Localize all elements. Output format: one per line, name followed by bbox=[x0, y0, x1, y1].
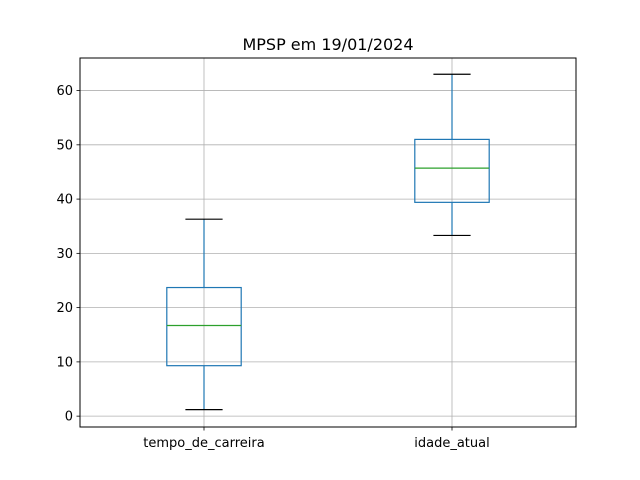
box-idade_atual bbox=[414, 73, 490, 237]
x-tick-label: idade_atual bbox=[414, 436, 489, 451]
y-tick-label: 0 bbox=[65, 410, 73, 425]
axes: 0 10 20 30 40 50 60 tempo_de_carreira idade_atua… bbox=[56, 84, 489, 451]
y-tick-label: 60 bbox=[56, 84, 73, 99]
chart-title: MPSP em 19/01/2024 bbox=[242, 35, 413, 54]
y-tick-label: 40 bbox=[56, 193, 73, 208]
plot-frame bbox=[79, 57, 577, 428]
x-tick-label: tempo_de_carreira bbox=[143, 436, 264, 451]
box-elements bbox=[166, 73, 490, 411]
iqr-box bbox=[166, 286, 242, 367]
box-tempo_de_carreira bbox=[166, 218, 242, 411]
grid-lines bbox=[80, 58, 576, 427]
y-tick-label: 10 bbox=[56, 355, 73, 370]
iqr-box bbox=[414, 138, 490, 203]
y-tick-label: 20 bbox=[56, 301, 73, 316]
y-tick-label: 50 bbox=[56, 138, 73, 153]
y-tick-label: 30 bbox=[56, 247, 73, 262]
